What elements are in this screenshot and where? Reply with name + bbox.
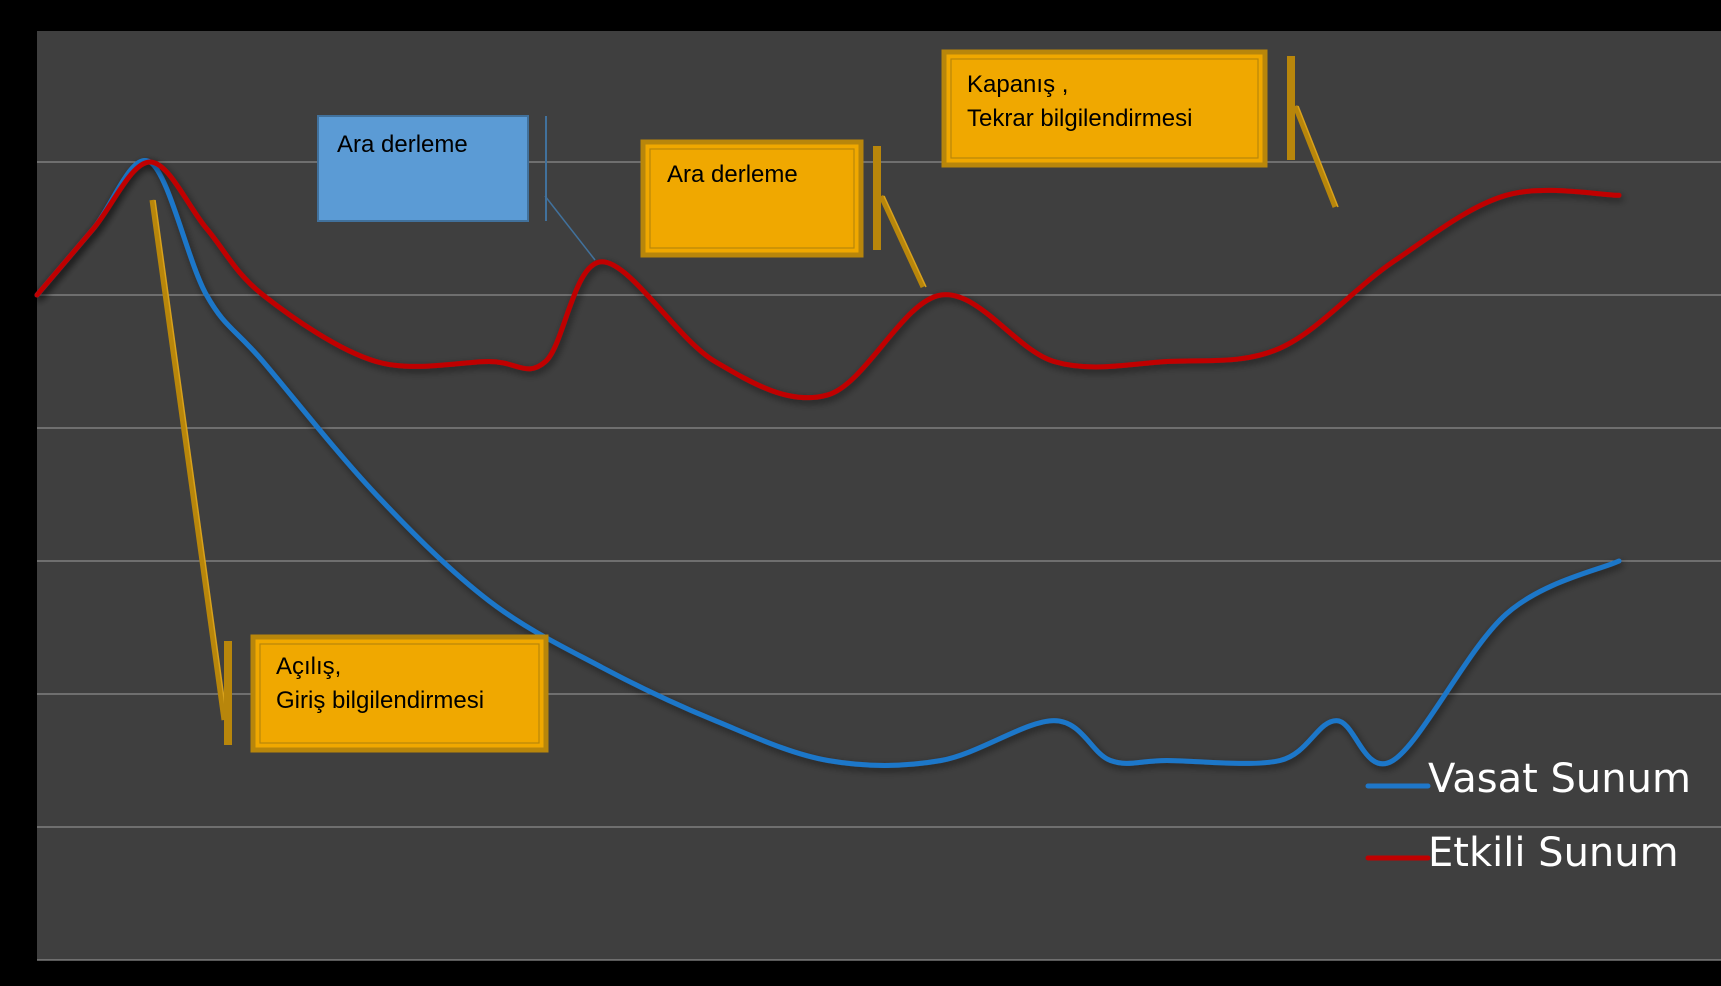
legend-label-etkili-sunum: Etkili Sunum [1428,830,1679,876]
annotation-opening-box [250,634,549,753]
annotation-interim-summary-1-leader [544,195,596,261]
series-line-vasat-sunum [34,158,1622,768]
annotation-interim-summary-2-box [640,139,864,258]
annotation-closing-leader [1292,105,1338,208]
annotation-closing-leader-highlight [1297,105,1339,208]
annotation-opening-leader-highlight [154,199,228,721]
annotation-opening-leader [149,199,227,721]
annotation-closing-box [941,49,1268,168]
annotation-interim-summary-2-leader-highlight [883,195,927,288]
annotation-opening-accent-bar [224,641,232,745]
legend-label-vasat-sunum: Vasat Sunum [1428,756,1691,802]
annotation-interim-summary-1-accent-bar [545,116,547,221]
annotation-interim-summary-2-box-inner-border [649,148,855,249]
series-line-etkili-sunum [34,159,1622,401]
annotation-opening-box-inner-border [259,643,540,744]
annotation-interim-summary-2-accent-bar [873,146,881,250]
annotation-closing-box-inner-border [950,58,1259,159]
annotation-closing-accent-bar [1287,56,1295,160]
annotation-closing-text: Kapanış , Tekrar bilgilendirmesi [967,71,1193,132]
annotation-interim-summary-1-text: Ara derleme [337,131,468,158]
annotation-interim-summary-2-text: Ara derleme [667,161,798,188]
annotation-interim-summary-1-box [317,115,529,222]
annotation-interim-summary-2-leader [878,194,926,289]
annotation-opening-text: Açılış, Giriş bilgilendirmesi [276,653,485,714]
